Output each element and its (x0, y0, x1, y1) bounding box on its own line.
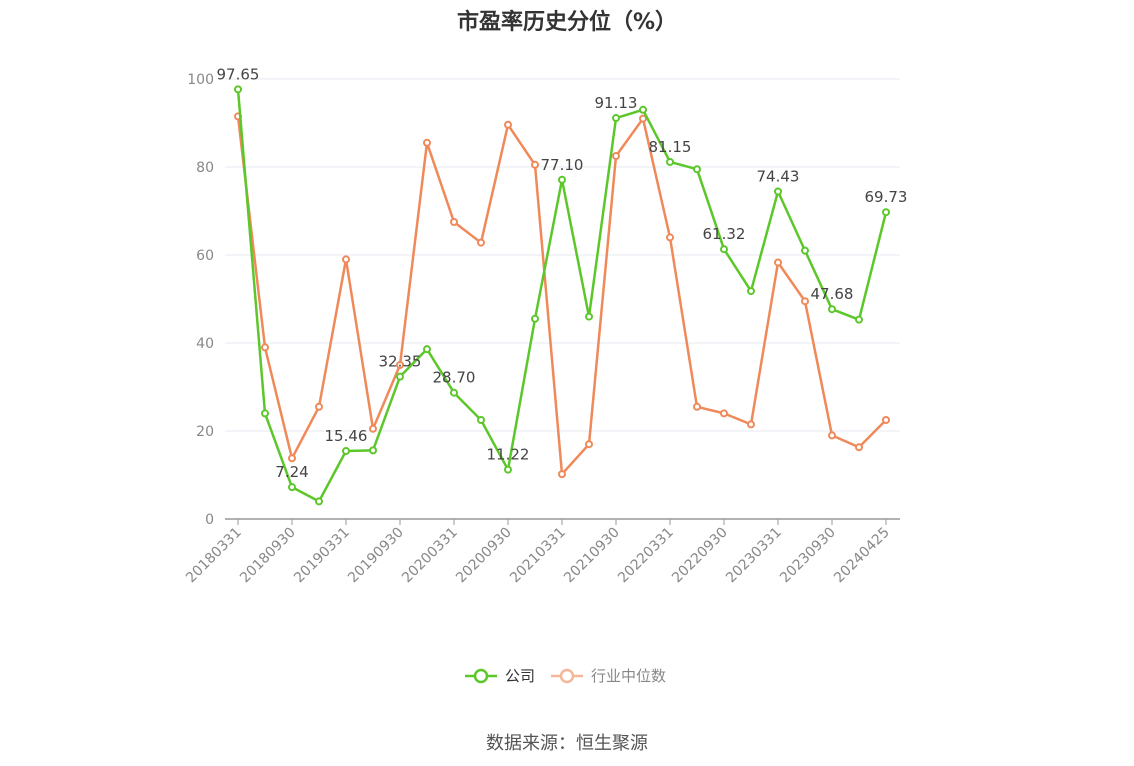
data-point[interactable] (288, 454, 296, 463)
data-point[interactable] (855, 315, 863, 324)
data-point[interactable] (288, 483, 296, 492)
x-tick-label: 20180930 (237, 525, 299, 587)
data-point[interactable] (396, 372, 404, 381)
data-point[interactable] (234, 85, 242, 94)
data-label: 81.15 (649, 138, 692, 156)
legend-item-0[interactable]: 公司 (465, 667, 535, 685)
y-tick-label: 0 (205, 512, 214, 528)
data-point[interactable] (693, 402, 701, 411)
data-label: 91.13 (595, 94, 638, 112)
x-tick-label: 20200930 (453, 525, 515, 587)
data-point[interactable] (774, 187, 782, 196)
y-tick-label: 40 (196, 336, 214, 352)
data-point[interactable] (261, 343, 269, 352)
data-point[interactable] (639, 105, 647, 114)
data-point[interactable] (855, 443, 863, 452)
y-tick-label: 20 (196, 424, 214, 440)
data-source: 数据来源：恒生聚源 (486, 733, 648, 754)
data-point[interactable] (801, 246, 809, 255)
data-point[interactable] (801, 297, 809, 306)
x-tick-label: 20230331 (723, 525, 785, 587)
data-point[interactable] (828, 431, 836, 440)
data-point[interactable] (342, 446, 350, 455)
x-axis: 2018033120180930201903312019093020200331… (183, 518, 900, 587)
data-point[interactable] (585, 440, 593, 449)
y-axis: 0 20 40 60 80 100 (187, 72, 214, 528)
data-point[interactable] (585, 312, 593, 321)
data-label: 15.46 (325, 427, 368, 445)
data-point[interactable] (720, 409, 728, 418)
x-tick-label: 20200331 (399, 525, 461, 587)
data-point[interactable] (531, 314, 539, 323)
data-point[interactable] (747, 420, 755, 429)
legend-marker (473, 668, 489, 684)
data-label: 77.10 (541, 156, 584, 174)
x-tick-label: 20190331 (291, 525, 353, 587)
data-point[interactable] (342, 255, 350, 264)
x-tick-label: 20180331 (183, 525, 245, 587)
data-point[interactable] (315, 402, 323, 411)
data-label: 61.32 (703, 225, 746, 243)
data-label: 74.43 (757, 168, 800, 186)
data-point[interactable] (666, 233, 674, 242)
data-point[interactable] (720, 245, 728, 254)
data-point[interactable] (558, 175, 566, 184)
data-label: 7.24 (275, 463, 308, 481)
data-point[interactable] (828, 305, 836, 314)
y-tick-label: 60 (196, 248, 214, 264)
y-tick-label: 100 (187, 72, 214, 88)
data-point[interactable] (693, 165, 701, 174)
data-point[interactable] (639, 114, 647, 123)
data-point[interactable] (477, 238, 485, 247)
series-0 (234, 85, 890, 506)
x-tick-label: 20210930 (561, 525, 623, 587)
data-label: 97.65 (217, 65, 260, 83)
legend: 公司 行业中位数 (465, 667, 666, 685)
data-point[interactable] (261, 409, 269, 418)
series-1 (234, 112, 890, 479)
data-label: 32.35 (379, 353, 422, 371)
data-label: 47.68 (811, 285, 854, 303)
legend-label: 公司 (505, 667, 535, 685)
x-tick-label: 20190930 (345, 525, 407, 587)
x-tick-label: 20230930 (777, 525, 839, 587)
y-tick-label: 80 (196, 160, 214, 176)
data-point[interactable] (450, 388, 458, 397)
data-point[interactable] (882, 208, 890, 217)
data-point[interactable] (369, 446, 377, 455)
data-point[interactable] (450, 218, 458, 226)
data-point[interactable] (423, 345, 431, 354)
series-layer (234, 85, 890, 506)
legend-label: 行业中位数 (591, 667, 666, 685)
data-point[interactable] (369, 424, 377, 433)
data-point[interactable] (612, 114, 620, 123)
data-label: 11.22 (487, 446, 530, 464)
x-tick-label: 20220930 (669, 525, 731, 587)
data-point[interactable] (666, 157, 674, 166)
x-tick-label: 20210331 (507, 525, 569, 587)
x-tick-label: 20240425 (831, 525, 893, 587)
legend-marker (559, 668, 575, 684)
data-label: 28.70 (433, 369, 476, 387)
data-labels: 97.65 7.24 15.46 32.35 28.70 11.22 77.10 91.13 8… (217, 65, 908, 481)
x-tick-label: 20220331 (615, 525, 677, 587)
data-point[interactable] (396, 361, 404, 369)
data-point[interactable] (531, 160, 539, 169)
data-label: 69.73 (865, 188, 908, 206)
data-point[interactable] (774, 258, 782, 267)
data-point[interactable] (423, 138, 431, 147)
legend-item-1[interactable]: 行业中位数 (551, 667, 666, 685)
chart-title: 市盈率历史分位（%） (456, 10, 678, 35)
data-point[interactable] (558, 470, 566, 479)
grid-lines (225, 78, 900, 432)
data-point[interactable] (882, 416, 890, 424)
data-point[interactable] (612, 152, 620, 160)
data-point[interactable] (315, 497, 323, 506)
data-point[interactable] (504, 465, 512, 474)
data-point[interactable] (477, 416, 485, 424)
data-point[interactable] (747, 287, 755, 296)
data-point[interactable] (504, 120, 512, 129)
